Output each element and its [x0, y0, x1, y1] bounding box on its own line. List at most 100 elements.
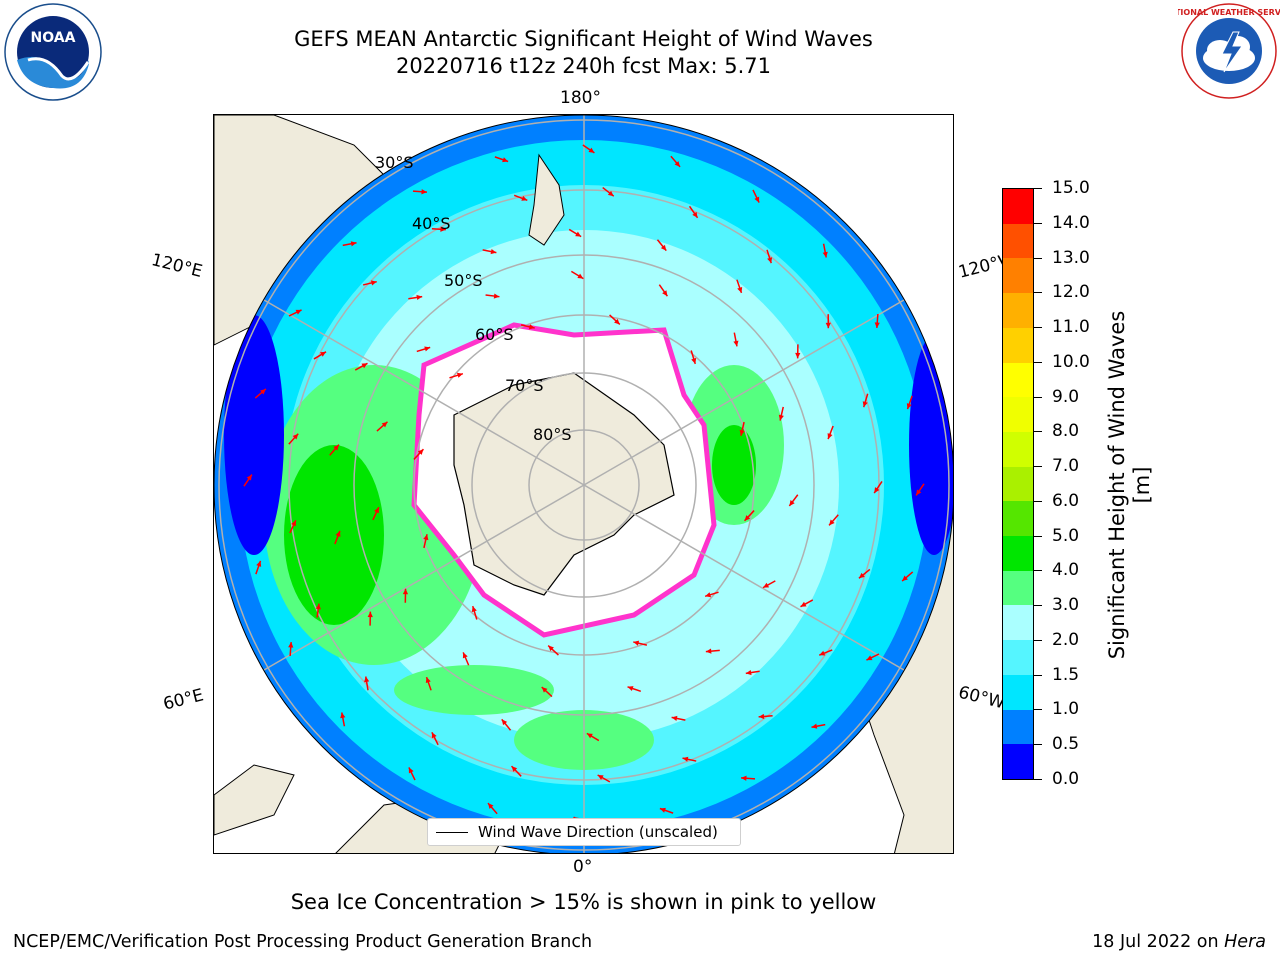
lon-label-60w: 60°W	[956, 682, 1007, 714]
wave-arrow-head	[423, 534, 429, 541]
wave-arrow-head	[906, 403, 912, 410]
wave-arrow-head	[292, 433, 299, 440]
wave-arrow-head	[493, 293, 500, 299]
colorbar-title: Significant Height of Wind Waves [m]	[1105, 310, 1154, 660]
polar-map	[214, 115, 953, 853]
wave-arrow-head	[739, 429, 745, 436]
wave-arrow-head	[662, 290, 668, 297]
wave-arrow-head	[733, 340, 739, 347]
footer-date: 18 Jul 2022 on Hera	[1092, 932, 1266, 952]
svg-text:NATIONAL WEATHER SERVICE: NATIONAL WEATHER SERVICE	[1178, 8, 1280, 17]
colorbar-segment	[1003, 327, 1033, 363]
wave-arrow-head	[858, 572, 865, 579]
wave-arrow-head	[682, 756, 689, 762]
colorbar-segment	[1003, 536, 1033, 571]
wave-arrow-head	[741, 775, 747, 781]
lat-label-50s: 50°S	[444, 271, 483, 290]
colorbar-tick-label: 10.0	[1052, 351, 1090, 372]
wave-arrow-head	[800, 601, 807, 607]
wave-arrow-head	[825, 322, 831, 329]
colorbar-tick-mark	[1034, 570, 1042, 572]
wave-arrow-head	[767, 257, 773, 264]
wave-arrow-head	[614, 318, 620, 325]
wave-arrow-head	[417, 449, 424, 455]
colorbar-tick-label: 0.0	[1052, 769, 1080, 789]
wave-arrow-head	[811, 723, 818, 729]
wave-arrow-head	[295, 309, 302, 315]
colorbar-tick-mark	[1034, 222, 1042, 224]
wave-arrow-head	[691, 357, 697, 364]
caption: Sea Ice Concentration > 15% is shown in …	[290, 890, 877, 914]
colorbar-tick-mark	[1034, 535, 1042, 537]
colorbar-tick-label: 8.0	[1052, 421, 1080, 442]
lon-label-60e: 60°E	[161, 685, 206, 715]
colorbar-tick-mark	[1034, 361, 1042, 363]
colorbar-tick-mark	[1034, 327, 1042, 329]
wave-arrow-head	[902, 575, 908, 582]
wave-arrow-head	[335, 530, 341, 537]
wave-arrow-head	[291, 520, 296, 527]
wave-arrow-head	[588, 147, 595, 153]
wave-arrow-head	[827, 433, 833, 440]
wave-arrow-head	[471, 606, 477, 613]
colorbar-segment	[1003, 293, 1033, 328]
colorbar-tick-label: 11.0	[1052, 317, 1090, 338]
wave-height-field	[214, 115, 953, 853]
wave-arrow-head	[548, 645, 554, 652]
wave-arrow-head	[577, 273, 584, 279]
wave-arrow-head	[744, 515, 751, 521]
colorbar-tick-mark	[1034, 639, 1042, 641]
lon-label-180: 180°	[560, 88, 601, 108]
legend-label: Wind Wave Direction (unscaled)	[478, 823, 718, 841]
colorbar-segment	[1003, 362, 1033, 398]
colorbar-tick-mark	[1034, 431, 1042, 433]
colorbar-tick-label: 14.0	[1052, 212, 1090, 233]
wave-arrow-head	[402, 588, 409, 595]
colorbar-tick-mark	[1034, 466, 1042, 468]
wave-arrow-head	[381, 421, 388, 428]
wave-arrow-head	[874, 487, 880, 494]
colorbar-tick-label: 12.0	[1052, 282, 1090, 303]
colorbar-segment	[1003, 223, 1033, 259]
wave-arrow-head	[575, 231, 582, 237]
wave-arrow-head	[737, 286, 743, 293]
footer-host: Hera	[1224, 932, 1266, 952]
wave-arrow-head	[597, 775, 604, 780]
legend-line-icon	[436, 831, 468, 833]
colorbar-segment	[1003, 709, 1033, 745]
map-legend: Wind Wave Direction (unscaled)	[427, 818, 741, 846]
wave-arrow-head	[521, 195, 528, 201]
wave-arrow-head	[705, 648, 712, 654]
colorbar-tick-mark	[1034, 292, 1042, 294]
wave-arrow-head	[431, 732, 437, 739]
colorbar-tick-label: 5.0	[1052, 525, 1080, 546]
colorbar-segment	[1003, 258, 1033, 294]
wave-arrow-head	[778, 414, 784, 421]
wave-arrow-head	[754, 196, 760, 203]
wave-arrow-head	[745, 669, 752, 676]
colorbar-tick-label: 1.0	[1052, 699, 1080, 720]
wave-arrow-head	[627, 686, 634, 691]
wave-arrow-head	[822, 251, 828, 258]
wave-arrow-head	[260, 388, 266, 395]
wave-arrow-head	[440, 226, 446, 232]
colorbar-segment	[1003, 431, 1033, 467]
colorbar-tick-label: 2.0	[1052, 629, 1080, 650]
wave-arrow-head	[246, 474, 252, 481]
colorbar-tick-label: 1.5	[1052, 664, 1080, 685]
colorbar-tick-label: 9.0	[1052, 386, 1080, 407]
colorbar-tick-mark	[1034, 779, 1042, 780]
chart-title: GEFS MEAN Antarctic Significant Height o…	[294, 27, 873, 51]
wave-arrow-head	[367, 611, 373, 618]
noaa-logo-text: NOAA	[31, 30, 76, 46]
wave-arrow-head	[364, 676, 370, 683]
wave-arrow-head	[421, 189, 427, 195]
wave-arrow-head	[462, 652, 468, 659]
colorbar-tick-label: 13.0	[1052, 247, 1090, 268]
wave-arrow-head	[795, 352, 801, 359]
wave-arrow-head	[456, 372, 463, 378]
wave-arrow-head	[789, 500, 795, 506]
colorbar-segment	[1003, 605, 1033, 641]
wave-arrow-head	[758, 713, 765, 720]
colorbar-tick-label: 15.0	[1052, 178, 1090, 198]
